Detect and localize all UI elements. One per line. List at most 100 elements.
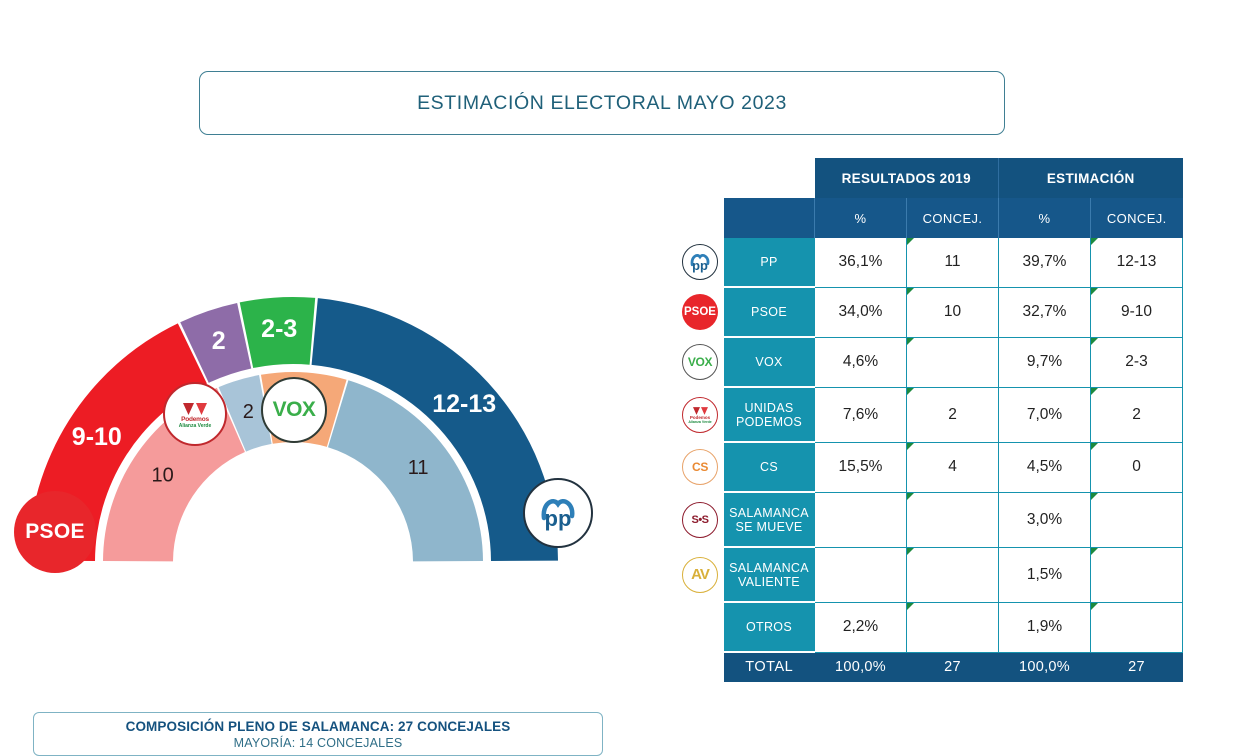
podemos-logo-icon: Podemos Alianza Verde: [682, 396, 718, 433]
total-pct-2019: 100,0%: [814, 652, 907, 682]
row-logo-cell: AV: [676, 547, 724, 602]
table-row: S•S SALAMANCA SE MUEVE 3,0%: [676, 492, 1183, 548]
table-header-group-row: RESULTADOS 2019 ESTIMACIÓN: [676, 158, 1183, 198]
caption-main: COMPOSICIÓN PLENO DE SALAMANCA: 27 CONCE…: [125, 718, 511, 734]
svg-text:pp: pp: [692, 258, 708, 273]
cell-pct-2019: [814, 547, 907, 603]
cell-seats-2019: 10: [906, 287, 999, 338]
table-row: VOX VOX 4,6% 9,7% 2-3: [676, 337, 1183, 388]
podemos-badge-icon: Podemos Alianza Verde: [163, 382, 227, 446]
cell-seats-est: 0: [1090, 442, 1183, 493]
row-party-label: PP: [724, 238, 815, 288]
row-party-label: CS: [724, 442, 815, 493]
row-logo-cell: S•S: [676, 492, 724, 547]
table-row: CS CS 15,5% 4 4,5% 0: [676, 442, 1183, 493]
table-row: pp PP 36,1% 11 39,7% 12-13: [676, 238, 1183, 288]
table-row: OTROS 2,2% 1,9%: [676, 602, 1183, 653]
arc-segment-vox-outer: [239, 297, 316, 369]
header-sub-logo-blank: [676, 198, 724, 238]
total-logo-blank: [676, 652, 724, 682]
av-logo-icon: AV: [682, 556, 718, 593]
cell-seats-2019: [906, 602, 999, 653]
table-body: pp PP 36,1% 11 39,7% 12-13 PSOE PSOE 34,0% 10 32,7…: [676, 238, 1183, 653]
cell-pct-est: 3,0%: [998, 492, 1091, 548]
cell-pct-est: 1,5%: [998, 547, 1091, 603]
cell-seats-2019: [906, 337, 999, 388]
pp-logo-glyph: pp: [541, 499, 575, 531]
vox-logo-icon: VOX: [682, 344, 718, 380]
green-corner-marker: [907, 602, 914, 610]
row-party-label: VOX: [724, 337, 815, 388]
header-pct-2019: %: [814, 198, 907, 238]
header-seats-2019: CONCEJ.: [906, 198, 999, 238]
cell-pct-est: 32,7%: [998, 287, 1091, 338]
green-corner-marker: [907, 492, 914, 500]
row-logo-cell: [676, 602, 724, 652]
podemos-label: Podemos: [181, 416, 209, 424]
cell-seats-2019: 4: [906, 442, 999, 493]
green-corner-marker: [1091, 547, 1098, 555]
row-logo-cell: pp: [676, 238, 724, 287]
green-corner-marker: [1091, 238, 1098, 245]
cell-seats-est: 2-3: [1090, 337, 1183, 388]
arc-label-vox-outer: 2-3: [261, 315, 297, 343]
row-logo-cell: Podemos Alianza Verde: [676, 387, 724, 442]
green-corner-marker: [1091, 387, 1098, 395]
row-party-label: SALAMANCA SE MUEVE: [724, 492, 815, 548]
psoe-logo-icon: PSOE: [682, 294, 718, 330]
cell-pct-est: 39,7%: [998, 238, 1091, 288]
table-row: AV SALAMANCA VALIENTE 1,5%: [676, 547, 1183, 603]
row-logo-cell: CS: [676, 442, 724, 492]
green-corner-marker: [907, 337, 914, 345]
header-seats-est: CONCEJ.: [1090, 198, 1183, 238]
cell-pct-est: 7,0%: [998, 387, 1091, 443]
arc-label-unidas-podemos-outer: 2: [212, 327, 226, 355]
arc-label-pp-inner: 11: [408, 457, 429, 479]
green-corner-marker: [1091, 602, 1098, 610]
row-party-label: UNIDAS PODEMOS: [724, 387, 815, 443]
total-label: TOTAL: [724, 652, 815, 682]
table-row: Podemos Alianza Verde UNIDAS PODEMOS 7,6% 2 7…: [676, 387, 1183, 443]
green-corner-marker: [1091, 337, 1098, 345]
header-sub-blank: [724, 198, 815, 238]
vox-badge-icon: VOX: [261, 377, 327, 443]
arc-label-unidas-podemos-inner: 2: [243, 401, 254, 423]
green-corner-marker: [907, 287, 914, 295]
caption-sub: MAYORÍA: 14 CONCEJALES: [233, 735, 403, 750]
cell-pct-2019: 7,6%: [814, 387, 907, 443]
svg-text:pp: pp: [545, 506, 572, 531]
caption-box: COMPOSICIÓN PLENO DE SALAMANCA: 27 CONCE…: [33, 712, 603, 756]
cell-pct-est: 4,5%: [998, 442, 1091, 493]
arc-segment-unidas-podemos-outer: [180, 302, 252, 383]
arc-label-pp-outer: 12-13: [432, 390, 496, 418]
cell-seats-2019: [906, 547, 999, 603]
total-seats-est: 27: [1090, 652, 1183, 682]
arc-segment-pp-inner: [327, 380, 483, 562]
table-total-row: TOTAL 100,0% 27 100,0% 27: [676, 652, 1183, 682]
header-pct-est: %: [998, 198, 1091, 238]
cell-seats-est: 12-13: [1090, 238, 1183, 288]
cell-pct-2019: 34,0%: [814, 287, 907, 338]
cell-seats-est: [1090, 602, 1183, 653]
row-logo-cell: VOX: [676, 337, 724, 387]
cell-seats-2019: [906, 492, 999, 548]
table-row: PSOE PSOE 34,0% 10 32,7% 9-10: [676, 287, 1183, 338]
alianza-verde-label: Alianza Verde: [178, 423, 212, 430]
cell-seats-est: [1090, 547, 1183, 603]
title-box: ESTIMACIÓN ELECTORAL MAYO 2023: [199, 71, 1005, 135]
podemos-flags-icon: [183, 402, 207, 416]
cell-pct-2019: 2,2%: [814, 602, 907, 653]
cell-seats-est: 9-10: [1090, 287, 1183, 338]
cell-seats-est: 2: [1090, 387, 1183, 443]
cell-pct-est: 9,7%: [998, 337, 1091, 388]
green-corner-marker: [907, 442, 914, 450]
green-corner-marker: [907, 387, 914, 395]
cell-pct-2019: [814, 492, 907, 548]
header-blank-cell: [724, 158, 815, 198]
vox-badge-label: VOX: [272, 398, 316, 421]
arc-segment-unidas-podemos-inner: [218, 375, 272, 452]
green-corner-marker: [1091, 492, 1098, 500]
green-corner-marker: [1091, 287, 1098, 295]
